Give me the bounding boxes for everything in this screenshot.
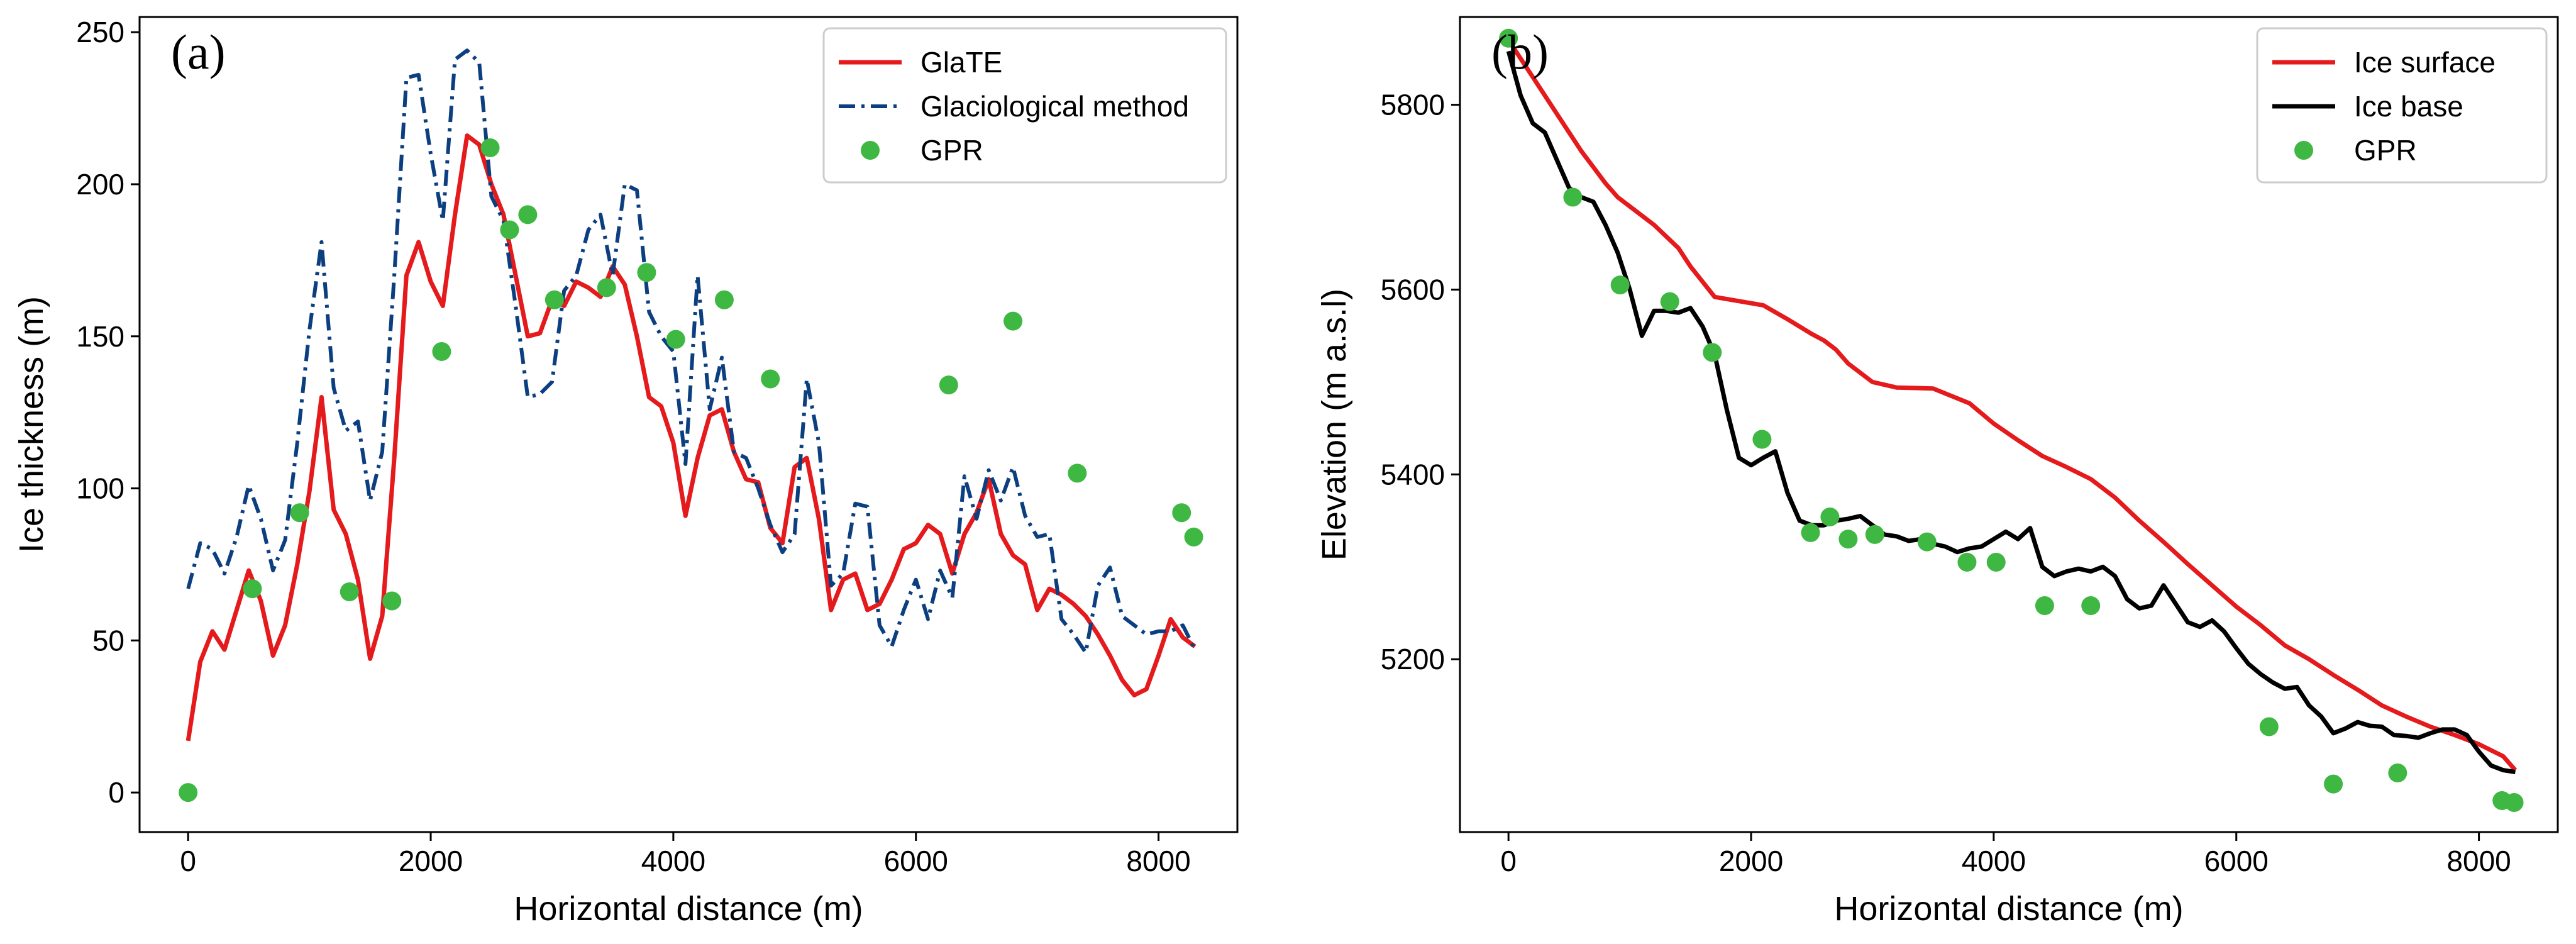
panel-b-gpr-point xyxy=(1563,187,1583,207)
panel-a-gpr-point xyxy=(597,278,616,297)
panel-a-y-tick-label: 100 xyxy=(76,472,124,505)
panel-a-ticks: 0 2000 4000 6000 8000 0 50 100 150 200 250 xyxy=(76,16,1191,877)
panel-a-y-tick-label: 150 xyxy=(76,320,124,353)
panel-b-gpr-point xyxy=(1917,532,1937,552)
panel-a-gpr-point xyxy=(761,369,780,389)
panel-a-legend-glaciological-method-label: Glaciological method xyxy=(920,90,1189,123)
panel-b-legend-gpr-swatch xyxy=(2294,141,2313,160)
panel-a-thickness-chart: 0 2000 4000 6000 8000 0 50 100 150 200 250 (a) Hor… xyxy=(13,16,1239,928)
panel-b-gpr-point xyxy=(2388,763,2407,782)
panel-a-gpr-point xyxy=(340,582,359,601)
panel-a-glaciological-method-line xyxy=(186,48,1197,655)
panel-b-gpr-point xyxy=(1660,292,1679,311)
panel-a-x-axis-label: Horizontal distance (m) xyxy=(514,890,863,928)
panel-a-gpr-point xyxy=(243,579,262,599)
panel-b-x-tick-label: 6000 xyxy=(2204,845,2269,877)
panel-b-x-tick-label: 4000 xyxy=(1962,845,2026,877)
panel-a-gpr-point xyxy=(939,375,958,395)
panel-a-x-tick-label: 0 xyxy=(180,845,196,877)
panel-b-legend: Ice surface Ice base GPR xyxy=(2256,27,2548,184)
panel-a-y-tick-label: 0 xyxy=(108,776,124,809)
panel-a-label: (a) xyxy=(171,25,226,79)
panel-b-gpr-point xyxy=(1838,530,1858,549)
panel-b-gpr-point xyxy=(2081,596,2101,615)
panel-b-elevation-chart: 0 2000 4000 6000 8000 5200 5400 5600 5800 (b) Ho… xyxy=(1315,16,2559,928)
panel-b-plot-content xyxy=(1499,28,2524,812)
panel-b-x-tick-label: 8000 xyxy=(2446,845,2511,877)
panel-a-gpr-point xyxy=(1068,464,1087,483)
panel-b-y-tick-label: 5600 xyxy=(1381,273,1445,306)
panel-b-y-tick-label: 5400 xyxy=(1381,458,1445,491)
panel-a-gpr-point xyxy=(1003,311,1023,331)
panel-a-gpr-point xyxy=(666,330,685,349)
panel-a-legend-gpr-label: GPR xyxy=(920,134,983,167)
panel-b-gpr-point xyxy=(1752,430,1772,449)
panel-a-gpr-point xyxy=(1184,527,1203,547)
panel-a-glate-line xyxy=(185,133,1197,741)
panel-b-gpr-point xyxy=(2504,792,2524,812)
panel-b-ice-surface-line xyxy=(1506,38,2518,772)
panel-a-legend: GlaTE Glaciological method GPR xyxy=(822,27,1227,184)
panel-b-axes-frame xyxy=(1459,16,2559,833)
panel-a-x-tick-label: 4000 xyxy=(641,845,705,877)
panel-a-gpr-point xyxy=(290,503,309,523)
panel-a-axes-frame xyxy=(138,16,1239,833)
panel-a-gpr-point xyxy=(432,342,451,361)
panel-a-gpr-point xyxy=(179,783,198,802)
panel-b-legend-ice-base-label: Ice base xyxy=(2354,90,2463,123)
panel-a-gpr-point xyxy=(1172,503,1191,523)
panel-b-y-tick-label: 5800 xyxy=(1381,89,1445,121)
panel-a-x-tick-label: 6000 xyxy=(884,845,948,877)
panel-b-y-axis-label: Elevation (m a.s.l) xyxy=(1315,289,1353,560)
panel-b-gpr-point xyxy=(1986,552,2006,572)
panel-a-gpr-point xyxy=(480,138,500,157)
panel-b-legend-gpr-label: GPR xyxy=(2354,134,2417,167)
panel-b-gpr-point xyxy=(1499,28,1518,48)
panel-a-legend-gpr-swatch xyxy=(861,141,880,160)
panel-b-ticks: 0 2000 4000 6000 8000 5200 5400 5600 5800 xyxy=(1381,89,2511,877)
panel-b-gpr-point xyxy=(2259,717,2279,736)
panel-a-gpr-point xyxy=(382,591,402,611)
panel-a-x-tick-label: 2000 xyxy=(399,845,463,877)
panel-b-label: (b) xyxy=(1491,25,1549,79)
panel-a-y-tick-label: 50 xyxy=(92,624,124,657)
panel-a-plot-content xyxy=(179,48,1203,802)
panel-b-legend-ice-surface-label: Ice surface xyxy=(2354,46,2496,79)
panel-a-gpr-point xyxy=(500,220,519,240)
panel-b-x-tick-label: 0 xyxy=(1500,845,1517,877)
panel-b-x-tick-label: 2000 xyxy=(1719,845,1783,877)
panel-b-y-tick-label: 5200 xyxy=(1381,643,1445,675)
panel-b-gpr-point xyxy=(2324,774,2343,794)
panel-a-gpr-point xyxy=(637,263,656,282)
panel-b-gpr-point xyxy=(1801,523,1820,542)
panel-a-legend-box xyxy=(822,27,1227,184)
panel-b-gpr-point xyxy=(1610,275,1630,295)
panel-b-gpr-point xyxy=(2035,596,2054,615)
panel-a-y-axis-label: Ice thickness (m) xyxy=(13,296,50,553)
panel-b-x-axis-label: Horizontal distance (m) xyxy=(1834,890,2183,928)
panel-a-y-tick-label: 250 xyxy=(76,16,124,48)
panel-a-legend-glate-label: GlaTE xyxy=(920,46,1002,79)
panel-b-gpr-point xyxy=(1865,525,1884,544)
panel-b-legend-box xyxy=(2256,27,2548,184)
panel-b-gpr-point xyxy=(1820,507,1840,526)
panel-b-gpr-point xyxy=(1957,552,1977,572)
panel-a-gpr-point xyxy=(518,205,538,225)
panel-b-ice-base-line xyxy=(1506,50,2516,774)
panel-a-gpr-point xyxy=(714,290,734,309)
panel-a-y-tick-label: 200 xyxy=(76,168,124,201)
panel-a-gpr-point xyxy=(544,290,564,309)
panel-b-gpr-point xyxy=(1703,343,1722,362)
panel-a-x-tick-label: 8000 xyxy=(1126,845,1190,877)
